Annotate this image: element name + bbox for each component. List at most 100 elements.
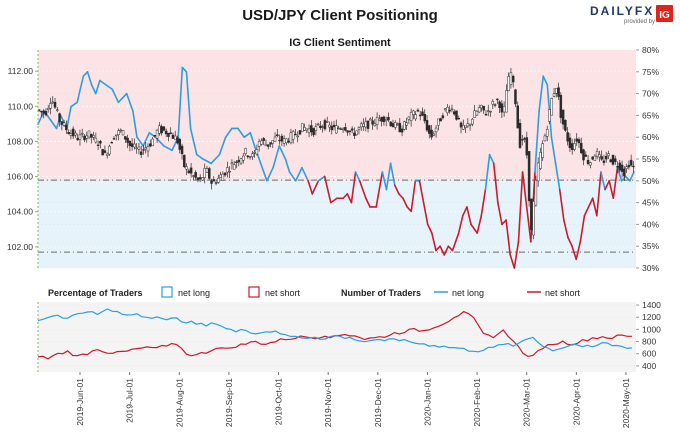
candle-body	[468, 123, 472, 126]
sentiment-segment	[492, 162, 499, 204]
sentiment-segment	[66, 105, 72, 130]
candle-body	[373, 123, 377, 127]
candle-body	[314, 126, 318, 131]
price-tick-label: 104.00	[7, 207, 33, 217]
sentiment-segment	[457, 214, 464, 234]
sentiment-segment	[189, 127, 198, 156]
candle-body	[303, 127, 306, 131]
candle-body	[400, 128, 404, 133]
candle-body	[251, 153, 254, 158]
count-tick-label: 800	[642, 337, 656, 347]
candle-body	[53, 101, 57, 108]
date-axis-ticks: 2019-Jun-01 2019-Jul-01 2019-Aug-01 2019-Se…	[75, 372, 631, 428]
candle-body	[119, 129, 123, 132]
candle-body	[384, 119, 388, 122]
candle-body	[405, 122, 408, 126]
candle-body	[555, 88, 558, 94]
candle-body	[248, 156, 252, 158]
sentiment-segment	[243, 132, 252, 138]
candle-body	[434, 127, 438, 133]
candle-body	[439, 118, 442, 122]
candle-body	[448, 110, 451, 112]
date-tick-label: 2019-Sep-01	[224, 378, 234, 427]
candle-body	[350, 128, 354, 131]
candle-body	[477, 107, 481, 113]
sentiment-segment	[70, 101, 78, 108]
candle-body	[187, 170, 191, 174]
percent-tick-label: 50%	[642, 176, 659, 186]
sentiment-segment	[604, 180, 610, 191]
percent-axis-ticks: 80% 75% 70% 65% 60% 55% 50% 45% 40% 35% 30%	[636, 45, 659, 273]
sentiment-segment	[311, 180, 320, 195]
candle-body	[146, 146, 150, 152]
ig-badge-icon	[656, 5, 673, 22]
candle-body	[180, 145, 184, 155]
candle-body	[359, 123, 363, 128]
sentiment-segment	[393, 184, 400, 195]
sentiment-segment	[385, 162, 392, 191]
candle-body	[273, 136, 277, 142]
sentiment-segment	[616, 166, 623, 182]
main-price-panel: 112.00 110.00 108.00 106.00 104.00 102.00 80%…	[7, 45, 659, 273]
candle-body	[591, 156, 594, 160]
percent-tick-label: 40%	[642, 219, 659, 229]
sentiment-segment	[389, 162, 396, 186]
candle-body	[65, 124, 68, 131]
candle-body	[296, 135, 299, 138]
count-tick-label: 1200	[642, 312, 661, 322]
candle-body	[414, 114, 417, 120]
candle-body	[598, 154, 601, 158]
sentiment-segment	[435, 245, 441, 252]
sentiment-segment	[398, 193, 404, 200]
candle-body	[99, 140, 102, 144]
candle-body	[126, 137, 129, 143]
candle-body	[325, 121, 329, 123]
candle-body	[87, 130, 91, 138]
candle-body	[208, 168, 211, 179]
sentiment-segment	[410, 180, 417, 213]
candle-body	[425, 120, 429, 131]
sentiment-segment	[125, 92, 134, 112]
sentiment-segment	[218, 136, 227, 156]
sentiment-segment	[542, 75, 549, 86]
date-tick-label: 2020-May-01	[621, 378, 631, 428]
ig-badge-label: IG	[659, 10, 670, 21]
candle-body	[466, 123, 470, 127]
candle-body	[446, 107, 449, 114]
count-axis-ticks: 1400 1200 1000 800 600 400	[636, 300, 661, 371]
candle-body	[616, 166, 619, 168]
candle-body	[67, 131, 70, 135]
sentiment-segment	[111, 88, 120, 104]
candle-body	[387, 116, 390, 121]
legend-short-box	[248, 286, 260, 298]
candle-body	[614, 158, 617, 162]
candle-body	[228, 171, 231, 173]
sentiment-segment	[466, 206, 472, 226]
candle-body	[459, 122, 463, 128]
candle-body	[112, 138, 116, 140]
candle-body	[407, 116, 411, 120]
candle-body	[396, 123, 399, 126]
candle-body	[128, 140, 132, 147]
sentiment-segment	[587, 197, 594, 208]
date-tick-label: 2020-Jan-01	[422, 378, 432, 426]
candle-body	[217, 177, 220, 183]
count-tick-label: 400	[642, 361, 656, 371]
candle-body	[437, 118, 440, 126]
chart-subtitle: IG Client Sentiment	[289, 37, 391, 49]
sentiment-segment	[301, 166, 309, 182]
candle-body	[403, 121, 406, 130]
candle-body	[509, 72, 513, 85]
percent-tick-label: 55%	[642, 154, 659, 164]
candle-body	[219, 174, 222, 178]
sentiment-segment	[195, 153, 204, 160]
percent-tick-label: 45%	[642, 198, 659, 208]
sentiment-segment	[497, 201, 503, 226]
sentiment-segment	[608, 180, 615, 200]
candle-body	[564, 119, 567, 131]
candle-body	[130, 143, 134, 147]
candle-body	[230, 162, 234, 165]
price-tick-label: 102.00	[7, 242, 33, 252]
candle-body	[545, 129, 549, 137]
date-tick-label: 2020-Mar-01	[522, 378, 532, 427]
